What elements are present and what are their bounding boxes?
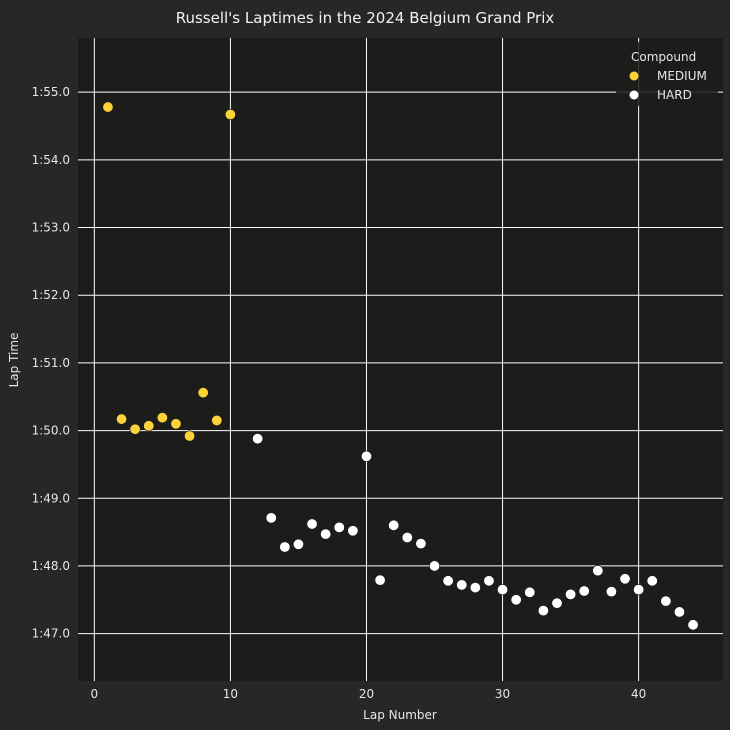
tick-labels: 0 10 20 30 40 1:47.0 1:48.0 1:49.0 1:50.0 1:51.0 1…: [32, 85, 647, 701]
point-hard: [360, 450, 372, 462]
y-tick-label: 1:47.0: [32, 627, 70, 641]
point-hard: [660, 595, 672, 607]
point-hard: [619, 573, 631, 585]
x-tick-label: 30: [495, 687, 510, 701]
chart-title: Russell's Laptimes in the 2024 Belgium G…: [176, 9, 555, 27]
point-hard: [292, 538, 304, 550]
point-hard: [646, 575, 658, 587]
point-medium: [102, 101, 114, 113]
y-tick-label: 1:48.0: [32, 559, 70, 573]
legend-label-medium: MEDIUM: [657, 69, 707, 83]
point-hard: [374, 574, 386, 586]
x-tick-label: 10: [223, 687, 238, 701]
point-hard: [605, 586, 617, 598]
point-hard: [537, 605, 549, 617]
point-hard: [551, 597, 563, 609]
y-tick-label: 1:55.0: [32, 85, 70, 99]
point-hard: [388, 519, 400, 531]
point-hard: [673, 606, 685, 618]
legend-items: MEDIUM HARD: [629, 69, 707, 102]
point-hard: [687, 619, 699, 631]
legend-title: Compound: [631, 50, 696, 64]
point-medium: [129, 423, 141, 435]
point-hard: [456, 579, 468, 591]
point-hard: [320, 528, 332, 540]
point-hard: [469, 582, 481, 594]
point-medium: [116, 413, 128, 425]
point-medium: [224, 108, 236, 120]
point-hard: [497, 584, 509, 596]
point-hard: [524, 586, 536, 598]
point-medium: [184, 430, 196, 442]
point-hard: [265, 512, 277, 524]
point-hard: [633, 584, 645, 596]
point-hard: [429, 560, 441, 572]
point-hard: [333, 521, 345, 533]
point-medium: [197, 387, 209, 399]
y-tick-label: 1:51.0: [32, 356, 70, 370]
y-tick-label: 1:53.0: [32, 221, 70, 235]
point-medium: [143, 420, 155, 432]
point-medium: [211, 414, 223, 426]
point-hard: [279, 541, 291, 553]
plot-area: [78, 38, 723, 681]
data-points: [102, 101, 699, 631]
y-tick-label: 1:49.0: [32, 491, 70, 505]
grid-lines: [78, 38, 723, 681]
x-tick-label: 40: [631, 687, 646, 701]
point-hard: [592, 565, 604, 577]
point-hard: [565, 588, 577, 600]
point-medium: [156, 412, 168, 424]
x-axis-label: Lap Number: [363, 708, 437, 722]
point-hard: [415, 538, 427, 550]
x-tick-label: 20: [359, 687, 374, 701]
x-tick-label: 0: [91, 687, 99, 701]
point-hard: [442, 575, 454, 587]
y-tick-label: 1:52.0: [32, 288, 70, 302]
point-hard: [347, 525, 359, 537]
point-hard: [510, 594, 522, 606]
y-axis-label: Lap Time: [7, 333, 21, 388]
legend: Compound MEDIUM HARD: [616, 42, 718, 106]
point-hard: [252, 433, 264, 445]
point-hard: [306, 518, 318, 530]
y-tick-label: 1:50.0: [32, 424, 70, 438]
legend-marker-hard: [629, 90, 639, 100]
legend-label-hard: HARD: [657, 88, 692, 102]
legend-marker-medium: [629, 71, 639, 81]
point-hard: [483, 575, 495, 587]
point-medium: [170, 418, 182, 430]
y-tick-label: 1:54.0: [32, 153, 70, 167]
point-hard: [578, 585, 590, 597]
point-hard: [401, 532, 413, 544]
